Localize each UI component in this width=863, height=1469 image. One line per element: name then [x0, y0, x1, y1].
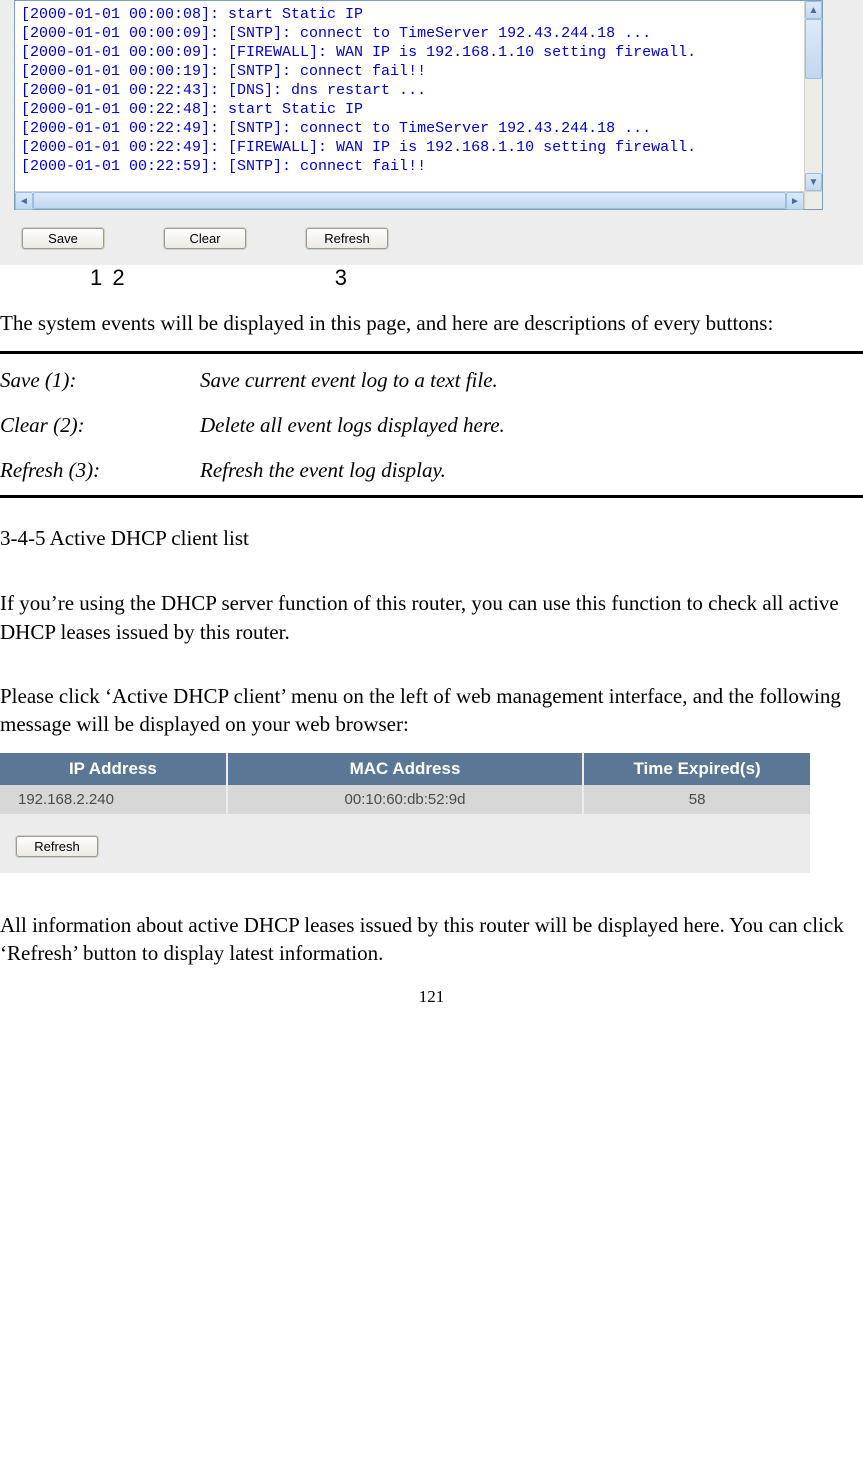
table-row: 192.168.2.240 00:10:60:db:52:9d 58	[0, 785, 810, 814]
para-dhcp-intro: If you’re using the DHCP server function…	[0, 571, 863, 646]
scroll-corner	[804, 191, 822, 209]
save-button[interactable]: Save	[22, 228, 104, 249]
section-heading: 3-4-5 Active DHCP client list	[0, 526, 863, 551]
scroll-up-icon[interactable]: ▲	[805, 1, 822, 19]
desc-label-save: Save (1):	[0, 368, 200, 393]
log-screenshot: [2000-01-01 00:00:08]: start Static IP […	[0, 0, 863, 265]
log-text: [2000-01-01 00:00:08]: start Static IP […	[15, 1, 822, 180]
dhcp-refresh-button[interactable]: Refresh	[16, 836, 98, 857]
para-dhcp-nav: Please click ‘Active DHCP client’ menu o…	[0, 664, 863, 739]
callout-row: 1 2 3	[0, 265, 863, 291]
para-dhcp-outro: All information about active DHCP leases…	[0, 893, 863, 968]
desc-text-save: Save current event log to a text file.	[200, 368, 863, 393]
cell-ip: 192.168.2.240	[0, 785, 227, 814]
vertical-scrollbar[interactable]: ▲ ▼	[804, 1, 822, 191]
clear-button[interactable]: Clear	[164, 228, 246, 249]
log-button-row: Save Clear Refresh	[0, 210, 863, 259]
page-number: 121	[0, 987, 863, 1017]
col-mac: MAC Address	[227, 753, 583, 785]
hscroll-thumb[interactable]	[33, 192, 786, 209]
scroll-track[interactable]	[805, 79, 822, 173]
desc-label-refresh: Refresh (3):	[0, 458, 200, 483]
scroll-right-icon[interactable]: ►	[786, 192, 804, 210]
scroll-down-icon[interactable]: ▼	[805, 173, 822, 191]
cell-expired: 58	[583, 785, 810, 814]
log-viewer: [2000-01-01 00:00:08]: start Static IP […	[14, 0, 823, 210]
desc-text-refresh: Refresh the event log display.	[200, 458, 863, 483]
dhcp-screenshot: IP Address MAC Address Time Expired(s) 1…	[0, 753, 810, 873]
scroll-thumb[interactable]	[805, 19, 822, 79]
col-expired: Time Expired(s)	[583, 753, 810, 785]
scroll-left-icon[interactable]: ◄	[15, 192, 33, 210]
refresh-button[interactable]: Refresh	[306, 228, 388, 249]
callout-3: 3	[335, 265, 347, 291]
table-header-row: IP Address MAC Address Time Expired(s)	[0, 753, 810, 785]
button-description-block: Save (1): Save current event log to a te…	[0, 351, 863, 498]
desc-text-clear: Delete all event logs displayed here.	[200, 413, 863, 438]
desc-label-clear: Clear (2):	[0, 413, 200, 438]
cell-mac: 00:10:60:db:52:9d	[227, 785, 583, 814]
col-ip: IP Address	[0, 753, 227, 785]
horizontal-scrollbar[interactable]: ◄ ►	[15, 191, 804, 209]
dhcp-table: IP Address MAC Address Time Expired(s) 1…	[0, 753, 810, 814]
callout-1-2: 1 2	[90, 265, 127, 290]
intro-paragraph: The system events will be displayed in t…	[0, 291, 863, 337]
